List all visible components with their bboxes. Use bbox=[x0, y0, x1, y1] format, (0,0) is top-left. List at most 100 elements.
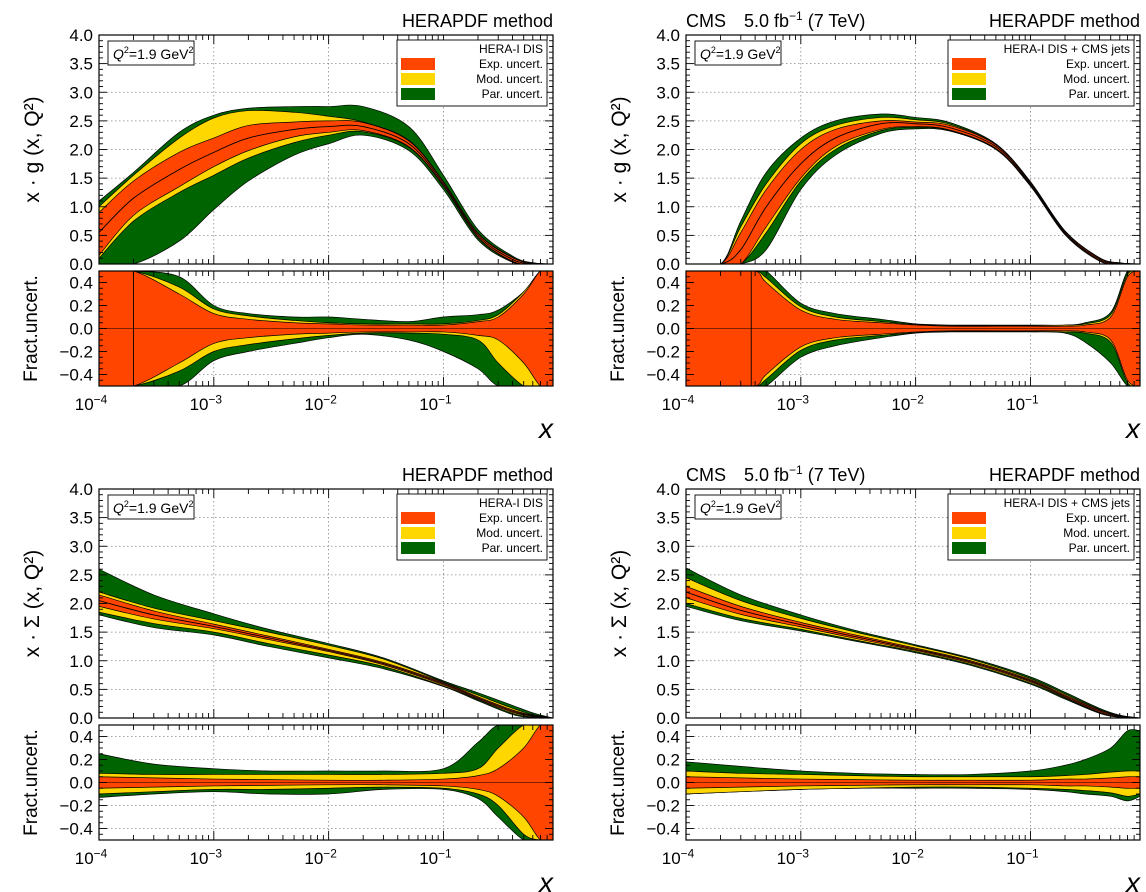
y-tick-label: 4.0 bbox=[69, 26, 93, 45]
legend-entry: Par. uncert. bbox=[1069, 87, 1130, 101]
q2-frame bbox=[107, 494, 195, 520]
legend-title: HERA-I DIS + CMS jets bbox=[1004, 496, 1130, 510]
ratio-y-tick-label: 0.4 bbox=[656, 728, 680, 747]
y-tick-label: 0.5 bbox=[656, 226, 680, 245]
bands-main bbox=[686, 113, 1140, 264]
ratio-y-tick-label: 0.0 bbox=[656, 774, 680, 793]
x-tick-label: 10−1 bbox=[1006, 847, 1039, 868]
bands-ratio bbox=[686, 271, 1140, 386]
y-tick-label: 1.0 bbox=[69, 652, 93, 671]
header-lumi: 5.0 fb−1 (7 TeV) bbox=[744, 463, 865, 485]
band-exp bbox=[99, 120, 553, 264]
legend-entry: Exp. uncert. bbox=[479, 511, 543, 525]
y-axis-label: x · g (x, Q²) bbox=[608, 96, 631, 202]
legend-swatch bbox=[952, 58, 986, 70]
bands-main bbox=[99, 104, 553, 264]
y-tick-label: 2.0 bbox=[69, 595, 93, 614]
y-tick-label: 4.0 bbox=[656, 480, 680, 499]
y-tick-label: 3.0 bbox=[656, 83, 680, 102]
y-tick-label: 3.5 bbox=[69, 509, 93, 528]
legend-entry: Mod. uncert. bbox=[476, 526, 543, 540]
y-tick-label: 2.5 bbox=[69, 112, 93, 131]
q2-frame bbox=[694, 40, 782, 66]
y-axis-label: x · Σ (x, Q²) bbox=[21, 550, 44, 657]
y-tick-label: 4.0 bbox=[656, 26, 680, 45]
y-tick-label: 4.0 bbox=[69, 480, 93, 499]
legend-swatch bbox=[952, 542, 986, 554]
legend-title: HERA-I DIS bbox=[479, 42, 543, 56]
legend-entry: Mod. uncert. bbox=[476, 72, 543, 86]
x-tick-label: 10−1 bbox=[419, 393, 452, 414]
ratio-y-tick-label: −0.2 bbox=[646, 343, 680, 362]
ratio-y-axis-label: Fract.uncert. bbox=[608, 275, 629, 382]
band-par bbox=[99, 568, 553, 718]
legend-title: HERA-I DIS bbox=[479, 496, 543, 510]
legend-entry: Par. uncert. bbox=[1069, 541, 1130, 555]
y-tick-label: 3.0 bbox=[69, 83, 93, 102]
q2-label: Q2=1.9 GeV2 bbox=[113, 499, 193, 516]
y-tick-label: 0.5 bbox=[69, 680, 93, 699]
x-tick-label: 10−4 bbox=[75, 393, 108, 414]
panel-2: 0.00.51.01.52.02.53.03.54.0−0.4−0.20.00.… bbox=[21, 465, 554, 892]
ratio-y-tick-label: 0.4 bbox=[656, 274, 680, 293]
y-axis-label: x · g (x, Q²) bbox=[21, 96, 44, 202]
y-tick-label: 2.5 bbox=[69, 566, 93, 585]
ticks: 0.00.51.01.52.02.53.03.54.0−0.4−0.20.00.… bbox=[59, 26, 554, 414]
x-tick-label: 10−2 bbox=[891, 393, 924, 414]
x-tick-label: 10−4 bbox=[662, 393, 695, 414]
band-exp bbox=[686, 120, 1140, 264]
legend-swatch bbox=[952, 527, 986, 539]
ratio-y-tick-label: 0.2 bbox=[69, 297, 93, 316]
legend-swatch bbox=[401, 512, 435, 524]
legend-swatch bbox=[952, 88, 986, 100]
y-tick-label: 2.0 bbox=[69, 141, 93, 160]
central-line bbox=[99, 124, 553, 264]
y-tick-label: 3.5 bbox=[656, 55, 680, 74]
ratio-y-axis-label: Fract.uncert. bbox=[608, 729, 629, 836]
ratio-y-tick-label: 0.2 bbox=[656, 751, 680, 770]
legend-entry: Mod. uncert. bbox=[1063, 526, 1130, 540]
header-lumi: 5.0 fb−1 (7 TeV) bbox=[744, 9, 865, 31]
ratio-y-tick-label: −0.2 bbox=[646, 797, 680, 816]
legend-swatch bbox=[401, 527, 435, 539]
q2-box: Q2=1.9 GeV2 bbox=[694, 40, 782, 66]
ratio-y-tick-label: 0.2 bbox=[69, 751, 93, 770]
y-tick-label: 0.0 bbox=[69, 255, 93, 274]
header-cms: CMS bbox=[686, 465, 726, 485]
ratio-y-tick-label: 0.4 bbox=[69, 728, 93, 747]
x-tick-label: 10−1 bbox=[419, 847, 452, 868]
x-tick-label: 10−1 bbox=[1006, 393, 1039, 414]
x-tick-label: 10−3 bbox=[777, 847, 810, 868]
x-axis-label: x bbox=[537, 867, 554, 892]
y-tick-label: 1.5 bbox=[69, 623, 93, 642]
legend-entry: Exp. uncert. bbox=[1066, 511, 1130, 525]
panel-3: 0.00.51.01.52.02.53.03.54.0−0.4−0.20.00.… bbox=[608, 463, 1141, 892]
x-tick-label: 10−2 bbox=[304, 847, 337, 868]
ratio-y-tick-label: 0.0 bbox=[69, 774, 93, 793]
central-line bbox=[99, 600, 553, 718]
legend-swatch bbox=[952, 512, 986, 524]
y-tick-label: 0.0 bbox=[656, 255, 680, 274]
ratio-y-tick-label: −0.2 bbox=[59, 343, 93, 362]
ticks: 0.00.51.01.52.02.53.03.54.0−0.4−0.20.00.… bbox=[646, 480, 1141, 868]
x-tick-label: 10−4 bbox=[75, 847, 108, 868]
legend-title: HERA-I DIS + CMS jets bbox=[1004, 42, 1130, 56]
y-tick-label: 2.5 bbox=[656, 566, 680, 585]
legend-swatch bbox=[401, 73, 435, 85]
q2-box: Q2=1.9 GeV2 bbox=[107, 494, 195, 520]
y-tick-label: 1.0 bbox=[69, 198, 93, 217]
panel-1: 0.00.51.01.52.02.53.03.54.0−0.4−0.20.00.… bbox=[608, 9, 1141, 444]
ratio-y-tick-label: 0.0 bbox=[69, 320, 93, 339]
y-tick-label: 2.0 bbox=[656, 595, 680, 614]
y-tick-label: 3.0 bbox=[69, 537, 93, 556]
header-method: HERAPDF method bbox=[989, 11, 1140, 31]
header-cms: CMS bbox=[686, 11, 726, 31]
q2-label: Q2=1.9 GeV2 bbox=[700, 499, 780, 516]
q2-frame bbox=[694, 494, 782, 520]
y-tick-label: 0.0 bbox=[69, 709, 93, 728]
